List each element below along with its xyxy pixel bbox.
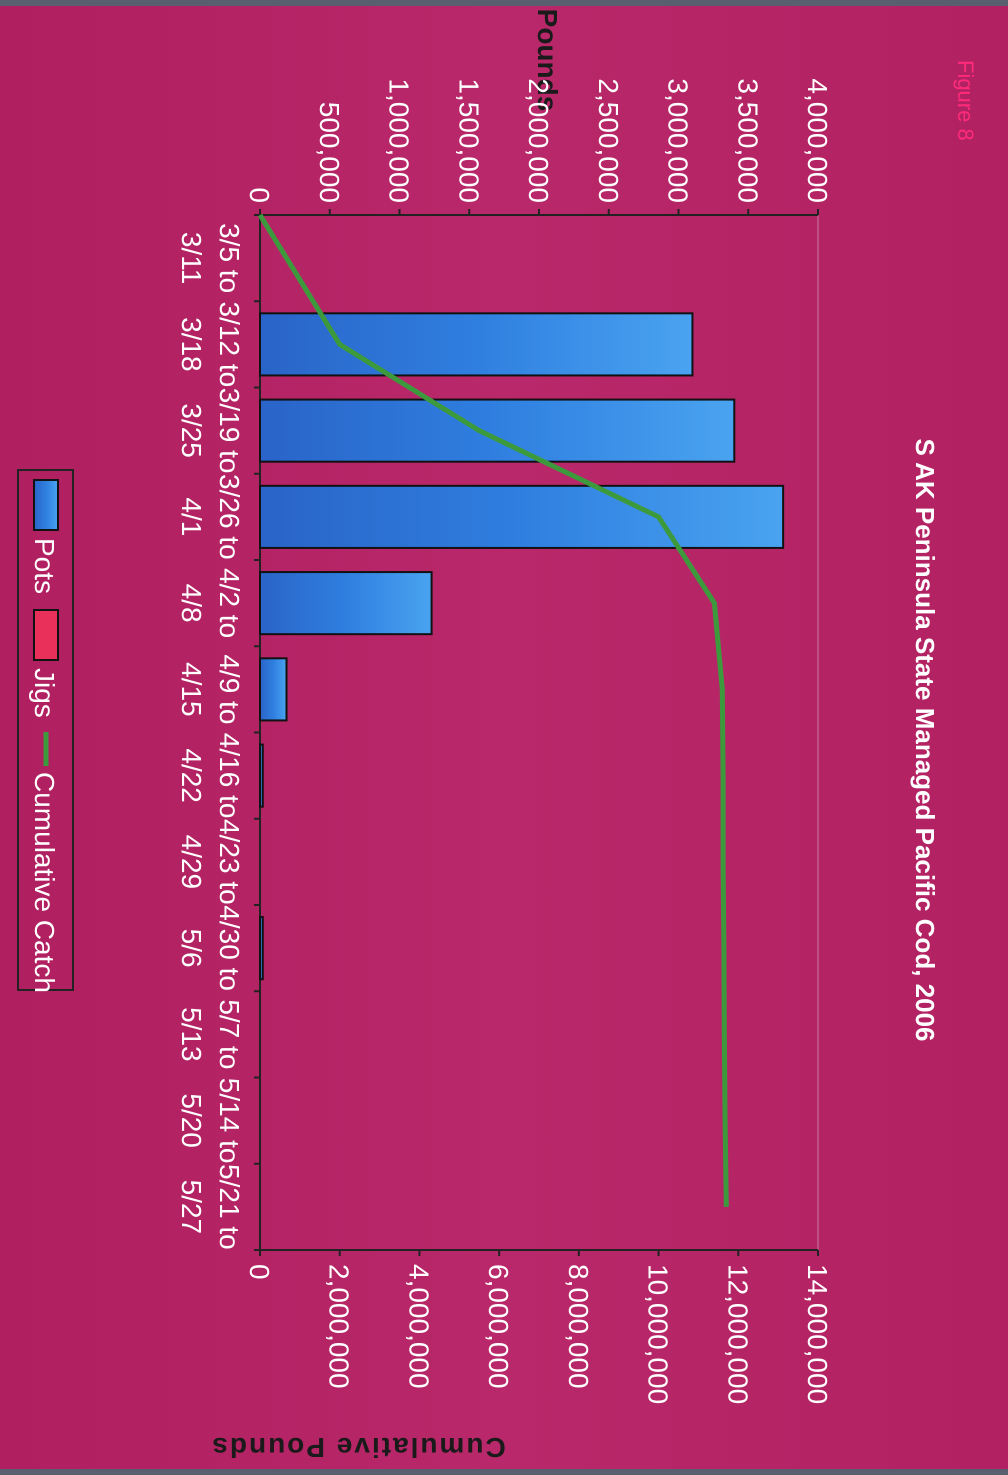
y-right-tick-label: 8,000,000	[563, 1264, 594, 1389]
y-right-tick-label: 2,000,000	[324, 1264, 355, 1389]
legend-swatch-pots	[33, 479, 59, 531]
x-tick-label: 3/19 to	[214, 388, 245, 474]
bar-pots	[259, 657, 288, 722]
y-left-tick-label: 2,000,000	[523, 78, 554, 203]
line-cumulative-catch	[257, 213, 729, 1207]
y-right-tick-label: 10,000,000	[643, 1264, 674, 1404]
bar-pots	[259, 484, 785, 549]
y-right-tick-label: 4,000,000	[403, 1264, 434, 1389]
y-right-tick-label: 12,000,000	[722, 1264, 753, 1404]
y-right-tick-label: 14,000,000	[802, 1264, 833, 1404]
legend-box	[17, 469, 74, 991]
x-tick-label: 5/20	[176, 1093, 207, 1148]
x-tick-label: 5/14 to	[214, 1078, 245, 1164]
x-tick-label: 4/15	[176, 662, 207, 717]
x-tick-label: 4/30 to	[214, 905, 245, 991]
x-tick-label: 3/18	[176, 317, 207, 372]
y-left-tick-label: 4,000,000	[802, 78, 833, 203]
y-right-tick-label: 0	[244, 1264, 275, 1280]
x-tick-label: 3/25	[176, 403, 207, 458]
x-tick-label: 4/23 to	[214, 819, 245, 905]
legend-label-pots: Pots	[29, 538, 60, 594]
bar-pots	[258, 743, 264, 808]
bar-pots	[258, 916, 264, 981]
x-tick-label: 4/9 to	[214, 654, 245, 724]
rotated-chart-group: Figure 8 S AK Peninsula State Managed Pa…	[17, 9, 978, 1463]
photo-edge-top	[0, 0, 1008, 6]
x-tick-label: 3/12 to	[214, 302, 245, 388]
x-tick-label: 4/1	[176, 497, 207, 536]
x-tick-label: 4/2 to	[214, 568, 245, 638]
x-tick-label: 5/6	[176, 929, 207, 968]
x-tick-label: 3/26 to	[214, 474, 245, 560]
legend-label-cumulative: Cumulative Catch	[29, 772, 60, 993]
y-left-tick-label: 3,500,000	[732, 78, 763, 203]
y-left-tick-label: 500,000	[314, 102, 345, 203]
x-tick-label: 5/21 to	[214, 1164, 245, 1250]
y-left-tick-label: 1,500,000	[453, 78, 484, 203]
x-tick-label: 3/5 to	[214, 223, 245, 293]
bar-pots	[259, 398, 736, 463]
x-tick-label: 5/27	[176, 1180, 207, 1235]
y-left-tick-label: 0	[244, 187, 275, 203]
y-axis-title-right: Cumulative Pounds	[210, 1432, 505, 1463]
x-tick-label: 5/7 to	[214, 999, 245, 1069]
y-left-tick-label: 2,500,000	[593, 78, 624, 203]
legend-swatch-jigs	[33, 609, 59, 661]
chart-title: S AK Peninsula State Managed Pacific Cod…	[910, 438, 940, 1041]
legend-label-jigs: Jigs	[29, 668, 60, 718]
figure-label: Figure 8	[953, 60, 978, 141]
y-left-tick-label: 3,000,000	[663, 78, 694, 203]
x-tick-label: 4/22	[176, 748, 207, 803]
x-tick-label: 4/8	[176, 584, 207, 623]
x-tick-label: 4/29	[176, 835, 207, 890]
plot-area: 0 500,000 1,000,000 1,500,000 2,000,000 2,500…	[17, 78, 833, 1404]
y-axis-title-left: Pounds	[532, 9, 563, 112]
x-tick-label: 3/11	[176, 232, 207, 284]
x-tick-label: 5/13	[176, 1007, 207, 1062]
photo-edge-bottom	[0, 1469, 1008, 1475]
bar-pots	[259, 571, 433, 636]
x-tick-label: 4/16 to	[214, 733, 245, 819]
y-left-tick-label: 1,000,000	[384, 78, 415, 203]
y-right-tick-label: 6,000,000	[483, 1264, 514, 1389]
